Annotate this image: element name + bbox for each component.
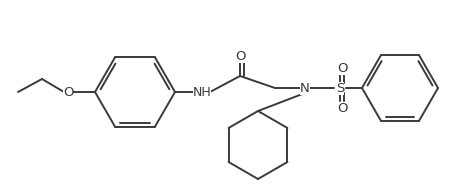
Text: S: S	[336, 82, 344, 95]
Text: O: O	[63, 85, 73, 98]
Text: O: O	[235, 50, 245, 63]
Text: O: O	[337, 61, 347, 75]
Text: NH: NH	[193, 85, 212, 98]
Text: N: N	[300, 82, 310, 95]
Text: O: O	[337, 102, 347, 115]
